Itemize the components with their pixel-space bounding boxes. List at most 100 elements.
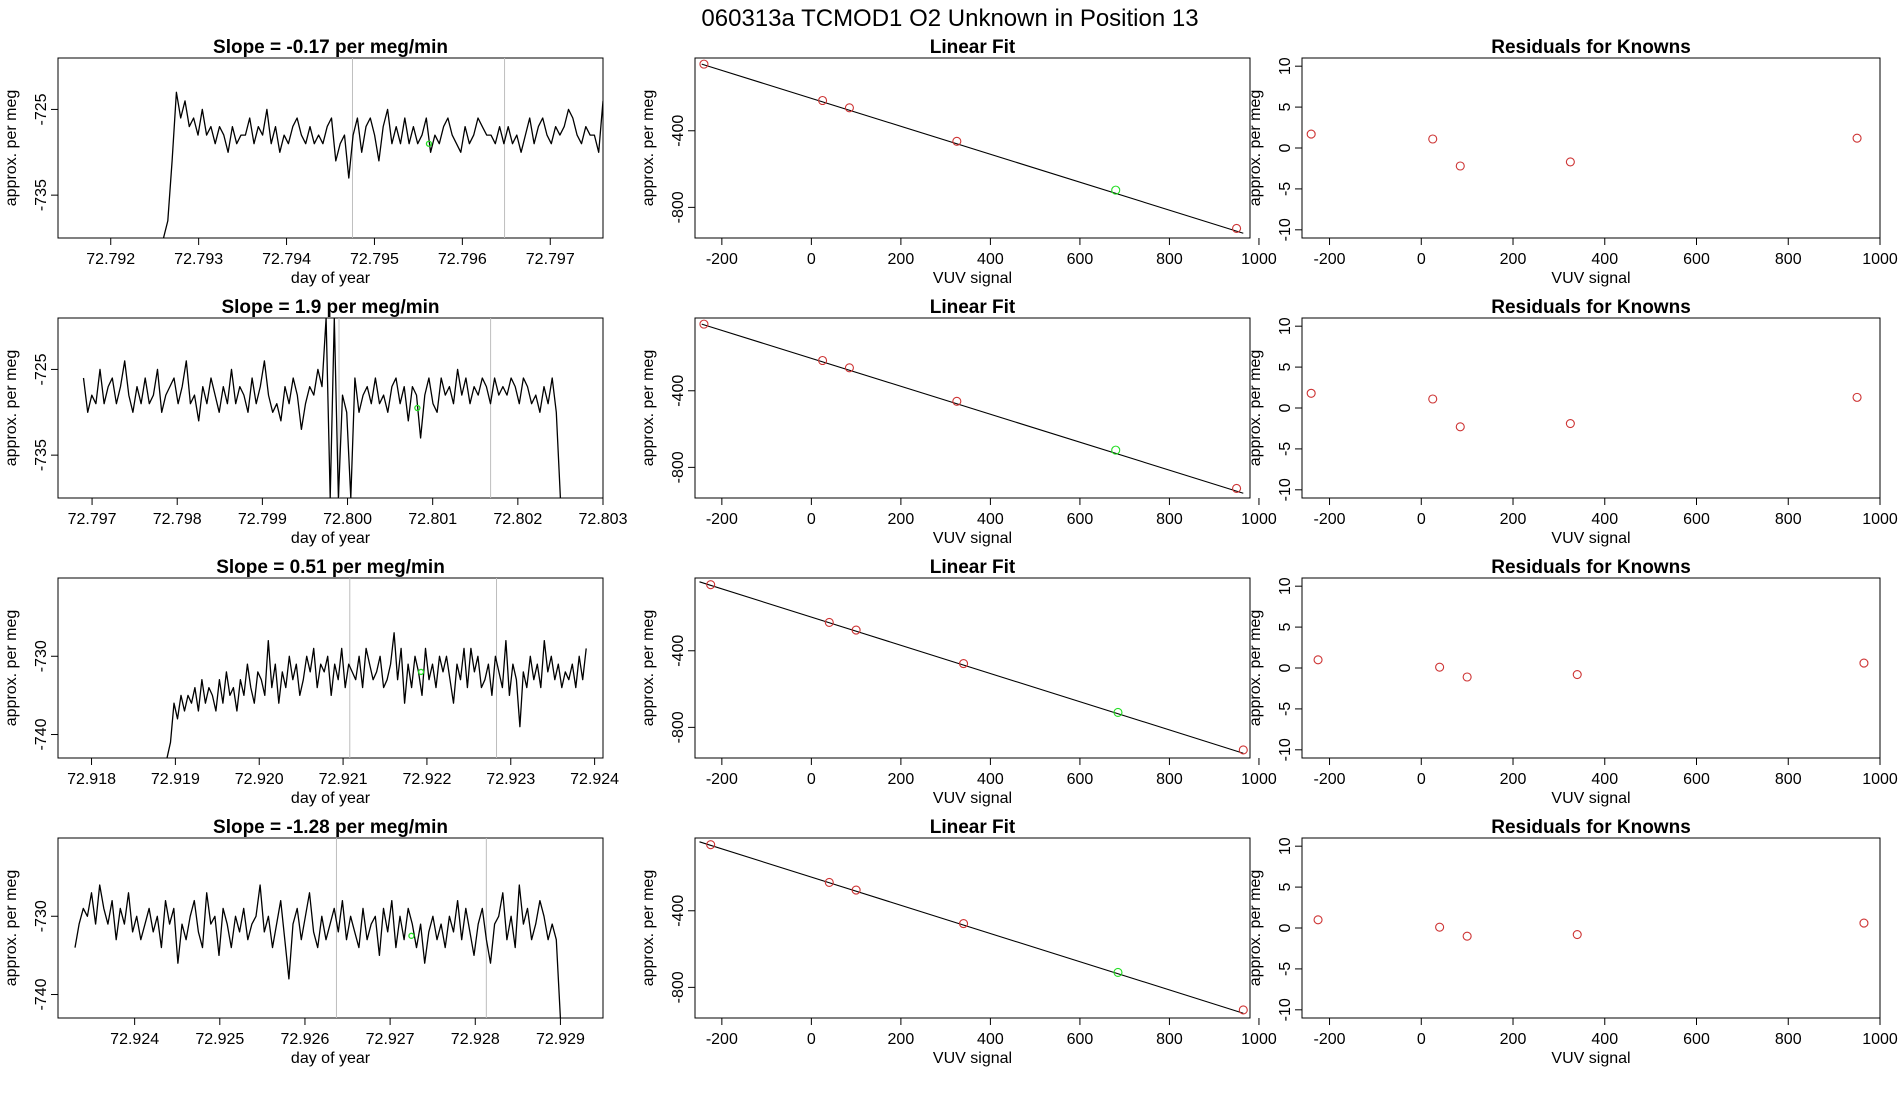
known-point: [824, 877, 834, 887]
x-tick-label: 600: [1683, 511, 1710, 528]
known-point: [844, 363, 854, 373]
x-tick-label: 200: [1500, 511, 1527, 528]
y-tick-label: -740: [33, 718, 50, 750]
x-tick-label: -200: [1314, 771, 1346, 788]
panel-r4c2: Linear Fit -200 0 200 400 600 800 1000 VUV signa…: [640, 817, 1277, 1067]
y-axis-label: approx. per meg: [3, 610, 20, 727]
x-axis-label: VUV signal: [1551, 530, 1630, 547]
y-axis-label: approx. per meg: [3, 350, 20, 467]
x-tick-label: 400: [1591, 771, 1618, 788]
x-tick-label: 72.797: [68, 511, 117, 528]
y-tick-label: -5: [1277, 442, 1294, 456]
panel-r1c2: Linear Fit -200 0 200 400 600 800 1000 VUV signa…: [640, 37, 1277, 287]
plot-frame: [694, 317, 1251, 499]
y-tick-label: 0: [1277, 663, 1294, 672]
x-tick-label: 72.795: [350, 251, 399, 268]
plot-data: [166, 578, 587, 758]
plot-frame: [694, 57, 1251, 239]
plot-data: [82, 318, 562, 498]
panel-title: Linear Fit: [930, 297, 1016, 318]
x-tick-label: 72.918: [67, 771, 116, 788]
x-tick-label: 400: [977, 251, 1004, 268]
x-tick-label: 400: [977, 1031, 1004, 1048]
panel-r3c1: Slope = 0.51 per meg/min 72.918 72.919 72.9…: [3, 557, 619, 807]
panel-grid: Slope = -0.17 per meg/min 72.792 72.793 72.…: [3, 37, 1898, 1067]
panel-title: Linear Fit: [930, 557, 1016, 578]
x-tick-label: 72.929: [536, 1031, 585, 1048]
x-tick-label: 200: [888, 511, 915, 528]
y-tick-label: -730: [33, 900, 50, 932]
residual-point: [1313, 915, 1323, 925]
residual-point: [1572, 669, 1582, 680]
x-axis-label: VUV signal: [1551, 790, 1630, 807]
plot-data: [1306, 388, 1862, 432]
y-axis-label: approx. per meg: [1247, 350, 1264, 467]
x-tick-label: -200: [706, 771, 738, 788]
plot-frame: [1301, 57, 1881, 239]
x-tick-label: 0: [1417, 1031, 1426, 1048]
plot-data: [1313, 915, 1869, 941]
known-point: [706, 840, 716, 850]
panel-title: Residuals for Knowns: [1491, 817, 1691, 838]
residual-point: [1306, 129, 1316, 139]
x-axis-label: VUV signal: [933, 530, 1012, 547]
known-point: [818, 355, 828, 366]
y-tick-label: -400: [670, 375, 687, 407]
y-tick-label: 0: [1277, 923, 1294, 932]
x-tick-label: 800: [1156, 771, 1183, 788]
x-axis-label: VUV signal: [933, 270, 1012, 287]
y-tick-label: -800: [670, 971, 687, 1003]
x-tick-label: 1000: [1862, 251, 1898, 268]
y-tick-label: -800: [670, 711, 687, 743]
panel-title: Residuals for Knowns: [1491, 37, 1691, 58]
y-tick-label: 10: [1277, 317, 1294, 335]
x-axis-label: VUV signal: [933, 1050, 1012, 1067]
plot-data: [699, 59, 1244, 234]
y-tick-label: -10: [1277, 478, 1294, 501]
y-tick-label: -730: [33, 640, 50, 672]
y-axis-label: approx. per meg: [640, 350, 657, 467]
residual-point: [1428, 394, 1438, 404]
unknown-marker: [425, 140, 433, 147]
fit-line: [699, 581, 1244, 754]
x-tick-label: 72.924: [110, 1031, 159, 1048]
x-tick-label: 200: [888, 771, 915, 788]
unknown-point: [1113, 967, 1123, 977]
residual-point: [1313, 655, 1323, 665]
y-tick-label: 0: [1277, 403, 1294, 412]
x-tick-label: 400: [1591, 511, 1618, 528]
x-tick-label: 72.922: [402, 771, 451, 788]
known-point: [952, 136, 962, 146]
y-tick-label: -735: [33, 439, 50, 471]
y-axis-label: approx. per meg: [640, 610, 657, 727]
panel-r2c1: Slope = 1.9 per meg/min 72.797 72.798 72.79…: [3, 297, 628, 547]
x-tick-label: 1000: [1862, 511, 1898, 528]
y-tick-label: 5: [1277, 883, 1294, 892]
x-tick-label: 1000: [1241, 511, 1277, 528]
y-tick-label: 10: [1277, 837, 1294, 855]
plot-frame: [57, 577, 604, 759]
x-tick-label: 400: [1591, 1031, 1618, 1048]
y-tick-label: -800: [670, 191, 687, 223]
series-line: [74, 884, 562, 1018]
panel-r2c2: Linear Fit -200 0 200 400 600 800 1000 VUV signa…: [640, 297, 1277, 547]
x-tick-label: 600: [1067, 771, 1094, 788]
plot-frame: [1301, 837, 1881, 1019]
known-point: [1232, 223, 1242, 233]
y-tick-label: 5: [1277, 363, 1294, 372]
x-tick-label: 0: [1417, 511, 1426, 528]
y-axis-label: approx. per meg: [1247, 610, 1264, 727]
x-tick-label: 1000: [1862, 771, 1898, 788]
x-tick-label: -200: [706, 1031, 738, 1048]
x-tick-label: 72.801: [408, 511, 457, 528]
panel-title: Linear Fit: [930, 817, 1016, 838]
x-tick-label: 72.921: [319, 771, 368, 788]
x-tick-label: 400: [1591, 251, 1618, 268]
x-axis-label: day of year: [291, 790, 371, 807]
panel-title: Slope = -0.17 per meg/min: [213, 37, 448, 58]
panel-title: Residuals for Knowns: [1491, 557, 1691, 578]
unknown-point: [1113, 707, 1123, 717]
panel-r1c1: Slope = -0.17 per meg/min 72.792 72.793 72.…: [3, 37, 604, 287]
residual-point: [1565, 418, 1575, 429]
